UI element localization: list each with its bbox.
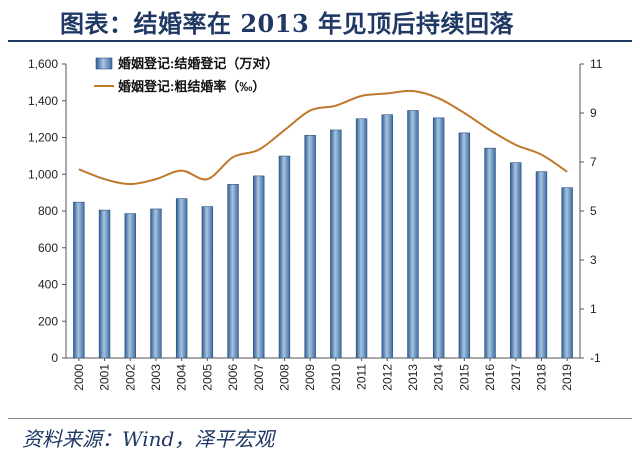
bar (73, 201, 85, 359)
x-tick-label: 2008 (277, 364, 291, 391)
left-tick-label: 200 (38, 314, 58, 328)
x-tick-label: 2005 (200, 364, 214, 391)
legend-bar-label: 婚姻登记:结婚登记（万对） (118, 56, 278, 71)
bar (535, 171, 548, 359)
left-tick-label: 0 (51, 351, 58, 365)
title-rule (8, 40, 632, 42)
x-tick-label: 2012 (380, 364, 394, 391)
bar (484, 147, 496, 359)
right-tick-label: 1 (590, 302, 597, 316)
left-tick-label: 600 (38, 241, 58, 255)
left-tick-label: 1,000 (28, 167, 58, 181)
bar (98, 209, 111, 359)
left-tick-label: 400 (38, 278, 58, 292)
chart-canvas: 0 200 400 600 800 1,000 1,200 1,400 1,600 -1 1 3 5 7 9… (28, 56, 603, 391)
bar (407, 110, 419, 359)
rate-line (78, 89, 568, 186)
right-tick-label: 3 (590, 253, 597, 267)
bar (201, 206, 214, 359)
left-tick-label: 1,200 (28, 131, 58, 145)
title-bar: 图表：结婚率在 2013 年见顶后持续回落 (0, 0, 640, 38)
x-tick-label: 2016 (483, 364, 497, 391)
bar (561, 187, 573, 359)
x-tick-label: 2011 (355, 364, 369, 390)
left-tick-label: 1,400 (28, 94, 58, 108)
x-tick-label: 2019 (560, 364, 574, 391)
bar (381, 114, 393, 359)
bar (330, 129, 342, 359)
bar (458, 132, 471, 359)
x-tick-label: 2018 (534, 364, 548, 391)
right-tick-label: 5 (590, 204, 597, 218)
right-tick-label: -1 (590, 351, 601, 365)
x-tick-label: 2001 (98, 364, 112, 391)
right-tick-label: 7 (590, 155, 597, 169)
bar (432, 117, 445, 359)
x-tick-label: 2017 (509, 364, 523, 391)
left-tick-label: 800 (38, 204, 58, 218)
bar (227, 184, 239, 359)
x-tick-label: 2013 (406, 364, 420, 391)
bar (510, 162, 522, 359)
x-tick-label: 2014 (432, 364, 446, 391)
bar (304, 134, 316, 359)
x-tick-label: 2009 (303, 364, 317, 391)
left-tick-label: 1,600 (28, 57, 58, 71)
legend-line-label: 婚姻登记:粗结婚率（‰） (118, 79, 265, 94)
footer-rule (8, 418, 632, 419)
x-tick-label: 2015 (457, 364, 471, 391)
x-tick-label: 2000 (72, 364, 86, 391)
bar (253, 175, 265, 359)
bar (124, 213, 136, 359)
source-note: 资料来源：Wind，泽平宏观 (22, 427, 275, 451)
right-tick-label: 11 (590, 57, 603, 71)
x-tick-label: 2006 (226, 364, 240, 391)
bar (278, 155, 291, 359)
chart-title: 图表：结婚率在 2013 年见顶后持续回落 (60, 9, 515, 38)
x-tick-label: 2003 (149, 364, 163, 391)
bar (355, 118, 368, 359)
x-tick-label: 2007 (252, 364, 266, 391)
x-tick-label: 2002 (123, 364, 137, 391)
right-tick-label: 9 (590, 106, 597, 120)
bar (150, 208, 162, 359)
legend-bar-swatch (95, 57, 113, 70)
x-tick-label: 2004 (175, 364, 189, 391)
x-tick-label: 2010 (329, 364, 343, 391)
bar (175, 198, 188, 359)
